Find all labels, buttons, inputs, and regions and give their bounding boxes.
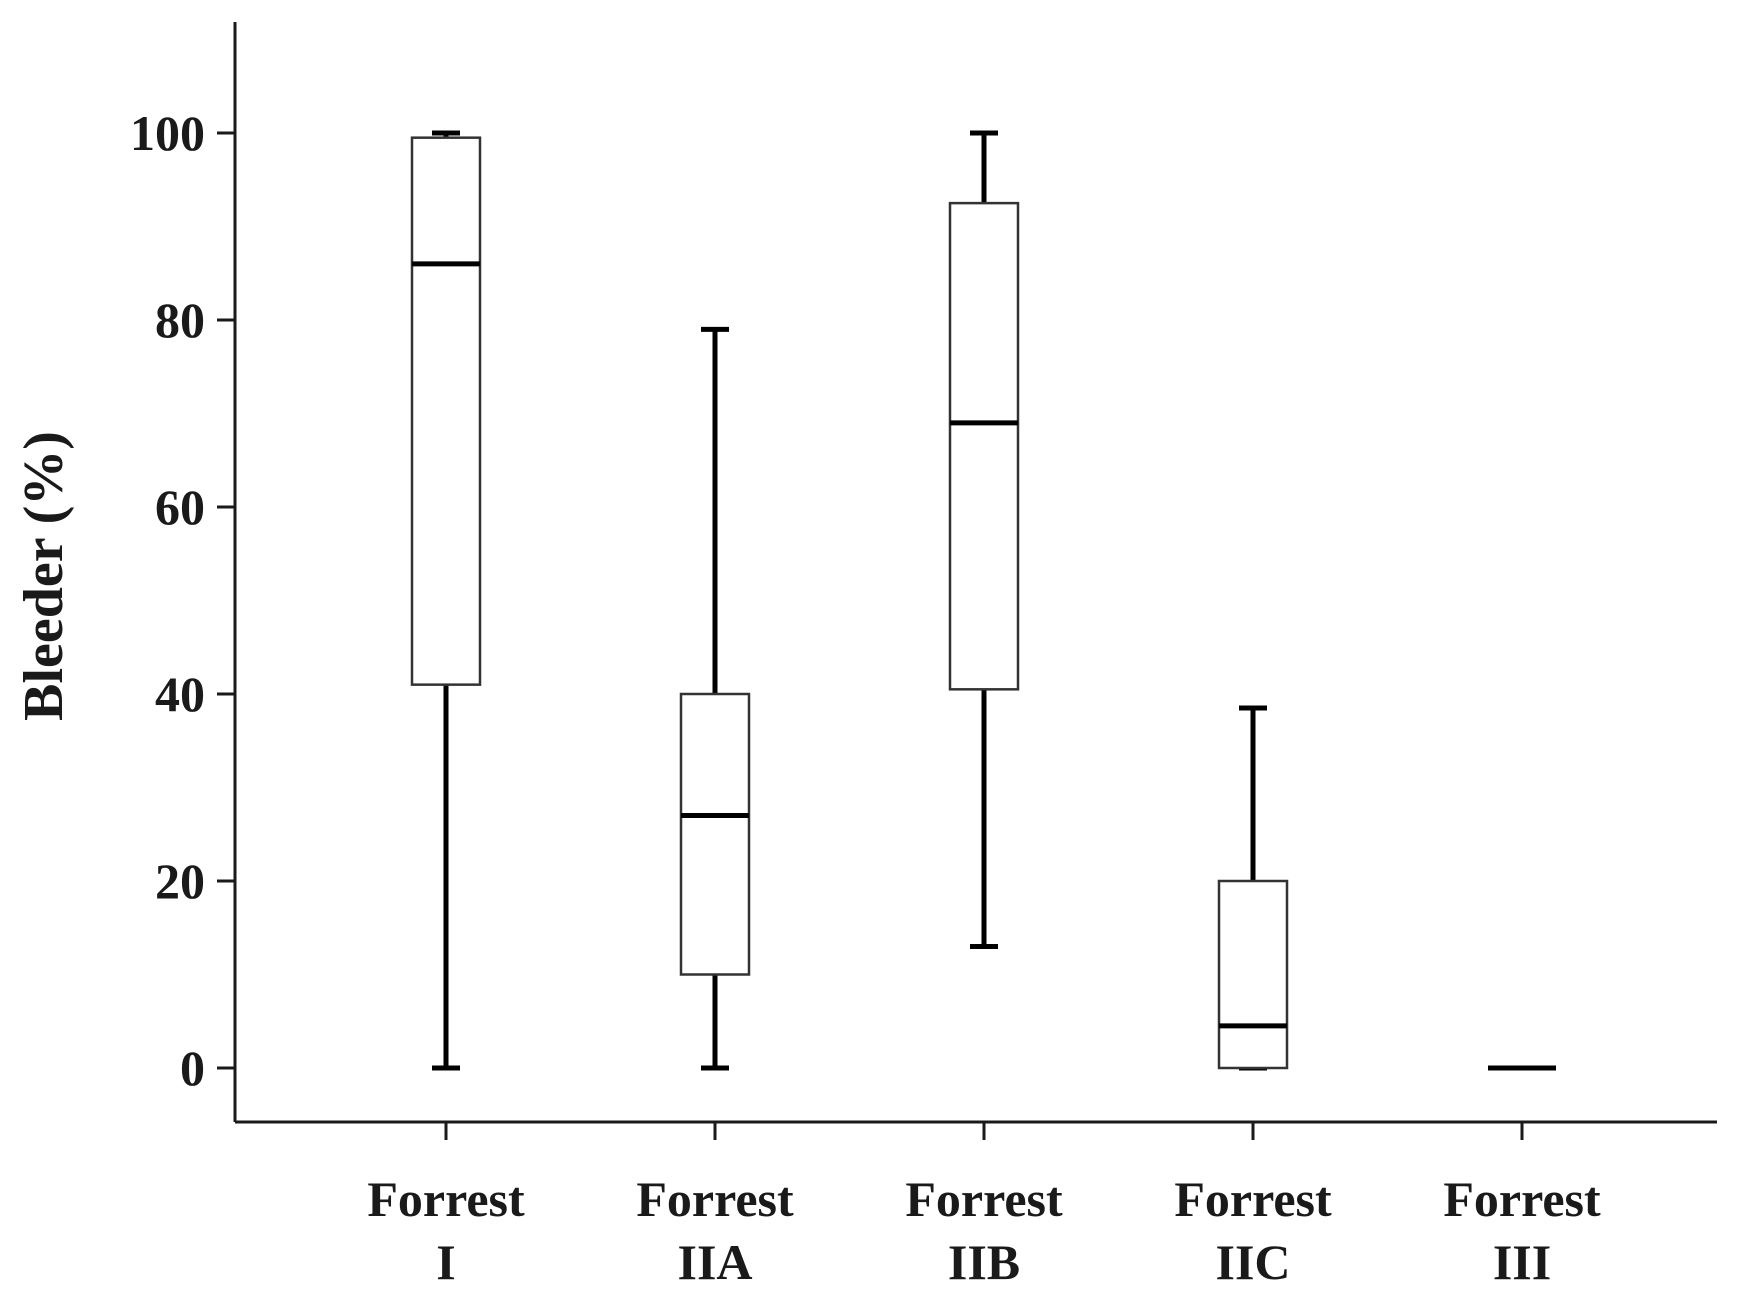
axes xyxy=(233,22,1717,1124)
x-tick-label-line2: IIC xyxy=(1215,1234,1290,1290)
x-tick-label-line2: IIB xyxy=(948,1234,1020,1290)
box-group xyxy=(410,130,482,1071)
x-ticks: Forrest I Forrest IIA Forrest IIB Forrest IIC Fo… xyxy=(367,1122,1601,1290)
y-tick-label: 80 xyxy=(155,292,205,348)
x-tick-label-line2: IIA xyxy=(677,1234,752,1290)
iqr-box xyxy=(1217,879,1289,1070)
y-tick-label: 20 xyxy=(155,853,205,909)
iqr-box xyxy=(679,692,751,976)
x-tick-label-line1: Forrest xyxy=(367,1171,525,1227)
y-ticks: 0 20 40 60 80 100 xyxy=(130,105,235,1096)
boxes xyxy=(410,130,1556,1071)
iqr-box xyxy=(410,136,482,686)
x-tick-label-line1: Forrest xyxy=(1443,1171,1601,1227)
box-group xyxy=(1217,705,1289,1071)
x-tick-label-line2: III xyxy=(1493,1234,1551,1290)
y-tick-label: 0 xyxy=(180,1040,205,1096)
x-tick-label-line1: Forrest xyxy=(1174,1171,1332,1227)
box-group xyxy=(948,130,1020,949)
box-group xyxy=(679,326,751,1071)
y-axis-label: Bleeder (%) xyxy=(13,431,75,721)
y-tick-label: 40 xyxy=(155,666,205,722)
iqr-box xyxy=(948,201,1020,691)
y-tick-label: 100 xyxy=(130,105,205,161)
x-tick-label-line1: Forrest xyxy=(636,1171,794,1227)
y-tick-label: 60 xyxy=(155,479,205,535)
x-tick-label-line2: I xyxy=(436,1234,455,1290)
x-tick-label-line1: Forrest xyxy=(905,1171,1063,1227)
